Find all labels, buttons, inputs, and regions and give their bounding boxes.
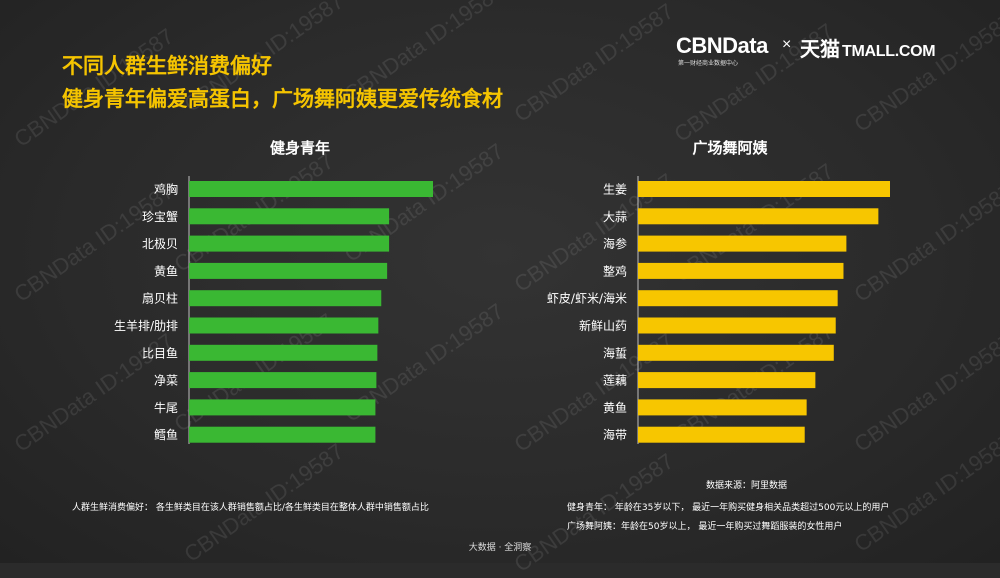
category-label: 新鲜山药 <box>579 318 627 333</box>
bar-fitness-6 <box>189 317 379 334</box>
chart-title-fitness: 健身青年 <box>269 139 330 157</box>
title-line-1: 不同人群生鲜消费偏好 <box>62 54 272 78</box>
tmall-logo: 天猫 TMALL.COM <box>800 33 936 62</box>
bar-dance-5 <box>638 290 838 307</box>
bar-dance-1 <box>638 181 890 197</box>
cbndata-subtitle: 第一财经商业数据中心 <box>678 60 739 67</box>
cbndata-logo: CBNData <box>676 33 768 58</box>
category-label: 黄鱼 <box>603 401 627 415</box>
bar-fitness-1 <box>189 181 433 197</box>
bar-fitness-10 <box>189 426 376 443</box>
fitness-definition-note: 健身青年： 年龄在35岁以下， 最近一年购买健身相关品类超过500元以上的用户 <box>567 503 890 513</box>
category-label: 海参 <box>603 236 627 251</box>
bar-fitness-5 <box>189 290 382 307</box>
category-label: 黄鱼 <box>154 264 178 278</box>
dance-definition-note: 广场舞阿姨：年龄在50岁以上， 最近一年购买过舞蹈服装的女性用户 <box>567 522 843 532</box>
bar-dance-6 <box>638 317 836 334</box>
slide-background <box>0 0 1000 563</box>
title-line-2: 健身青年偏爱高蛋白，广场舞阿姨更爱传统食材 <box>62 87 503 111</box>
bar-dance-3 <box>638 235 847 252</box>
category-label: 生羊排/肋排 <box>114 318 178 333</box>
tmall-en: TMALL.COM <box>842 43 936 60</box>
category-label: 莲藕 <box>603 374 627 388</box>
bar-fitness-7 <box>189 344 378 361</box>
bar-fitness-4 <box>189 262 388 279</box>
source-note: 数据来源：阿里数据 <box>706 481 788 491</box>
bar-dance-2 <box>638 208 879 225</box>
category-label: 牛尾 <box>154 400 178 415</box>
bar-fitness-2 <box>189 208 390 225</box>
bar-dance-4 <box>638 262 844 279</box>
category-label: 扇贝柱 <box>142 291 178 306</box>
bar-dance-8 <box>638 372 816 389</box>
bar-fitness-3 <box>189 235 390 252</box>
category-label: 大蒜 <box>603 210 627 224</box>
bar-dance-10 <box>638 426 805 443</box>
times-separator: × <box>782 36 792 53</box>
category-label: 海带 <box>603 427 627 442</box>
category-label: 虾皮/虾米/海米 <box>547 291 627 306</box>
category-label: 净菜 <box>154 374 178 388</box>
bar-fitness-8 <box>189 372 377 389</box>
category-label: 海蜇 <box>603 345 627 360</box>
tmall-cn: 天猫 <box>800 37 840 61</box>
bar-dance-7 <box>638 344 834 361</box>
definition-note: 人群生鲜消费偏好： 各生鲜类目在该人群销售额占比/各生鲜类目在整体人群中销售额占… <box>72 503 429 513</box>
chart-title-dance: 广场舞阿姨 <box>692 139 768 157</box>
category-label: 整鸡 <box>603 263 627 278</box>
category-label: 北极贝 <box>142 237 178 251</box>
category-label: 生姜 <box>603 183 627 197</box>
category-label: 鳕鱼 <box>154 428 178 442</box>
category-label: 鸡胸 <box>154 182 178 197</box>
bar-fitness-9 <box>189 399 376 416</box>
page-title: 不同人群生鲜消费偏好 健身青年偏爱高蛋白，广场舞阿姨更爱传统食材 <box>62 50 503 116</box>
bar-dance-9 <box>638 399 807 416</box>
category-label: 比目鱼 <box>142 346 178 360</box>
bar-charts: 鸡胸珍宝蟹北极贝黄鱼扇贝柱生羊排/肋排比目鱼净菜牛尾鳕鱼生姜大蒜海参整鸡虾皮/虾… <box>114 176 890 444</box>
category-label: 珍宝蟹 <box>142 209 178 224</box>
footer-slogan: 大数据 · 全洞察 <box>468 543 532 553</box>
